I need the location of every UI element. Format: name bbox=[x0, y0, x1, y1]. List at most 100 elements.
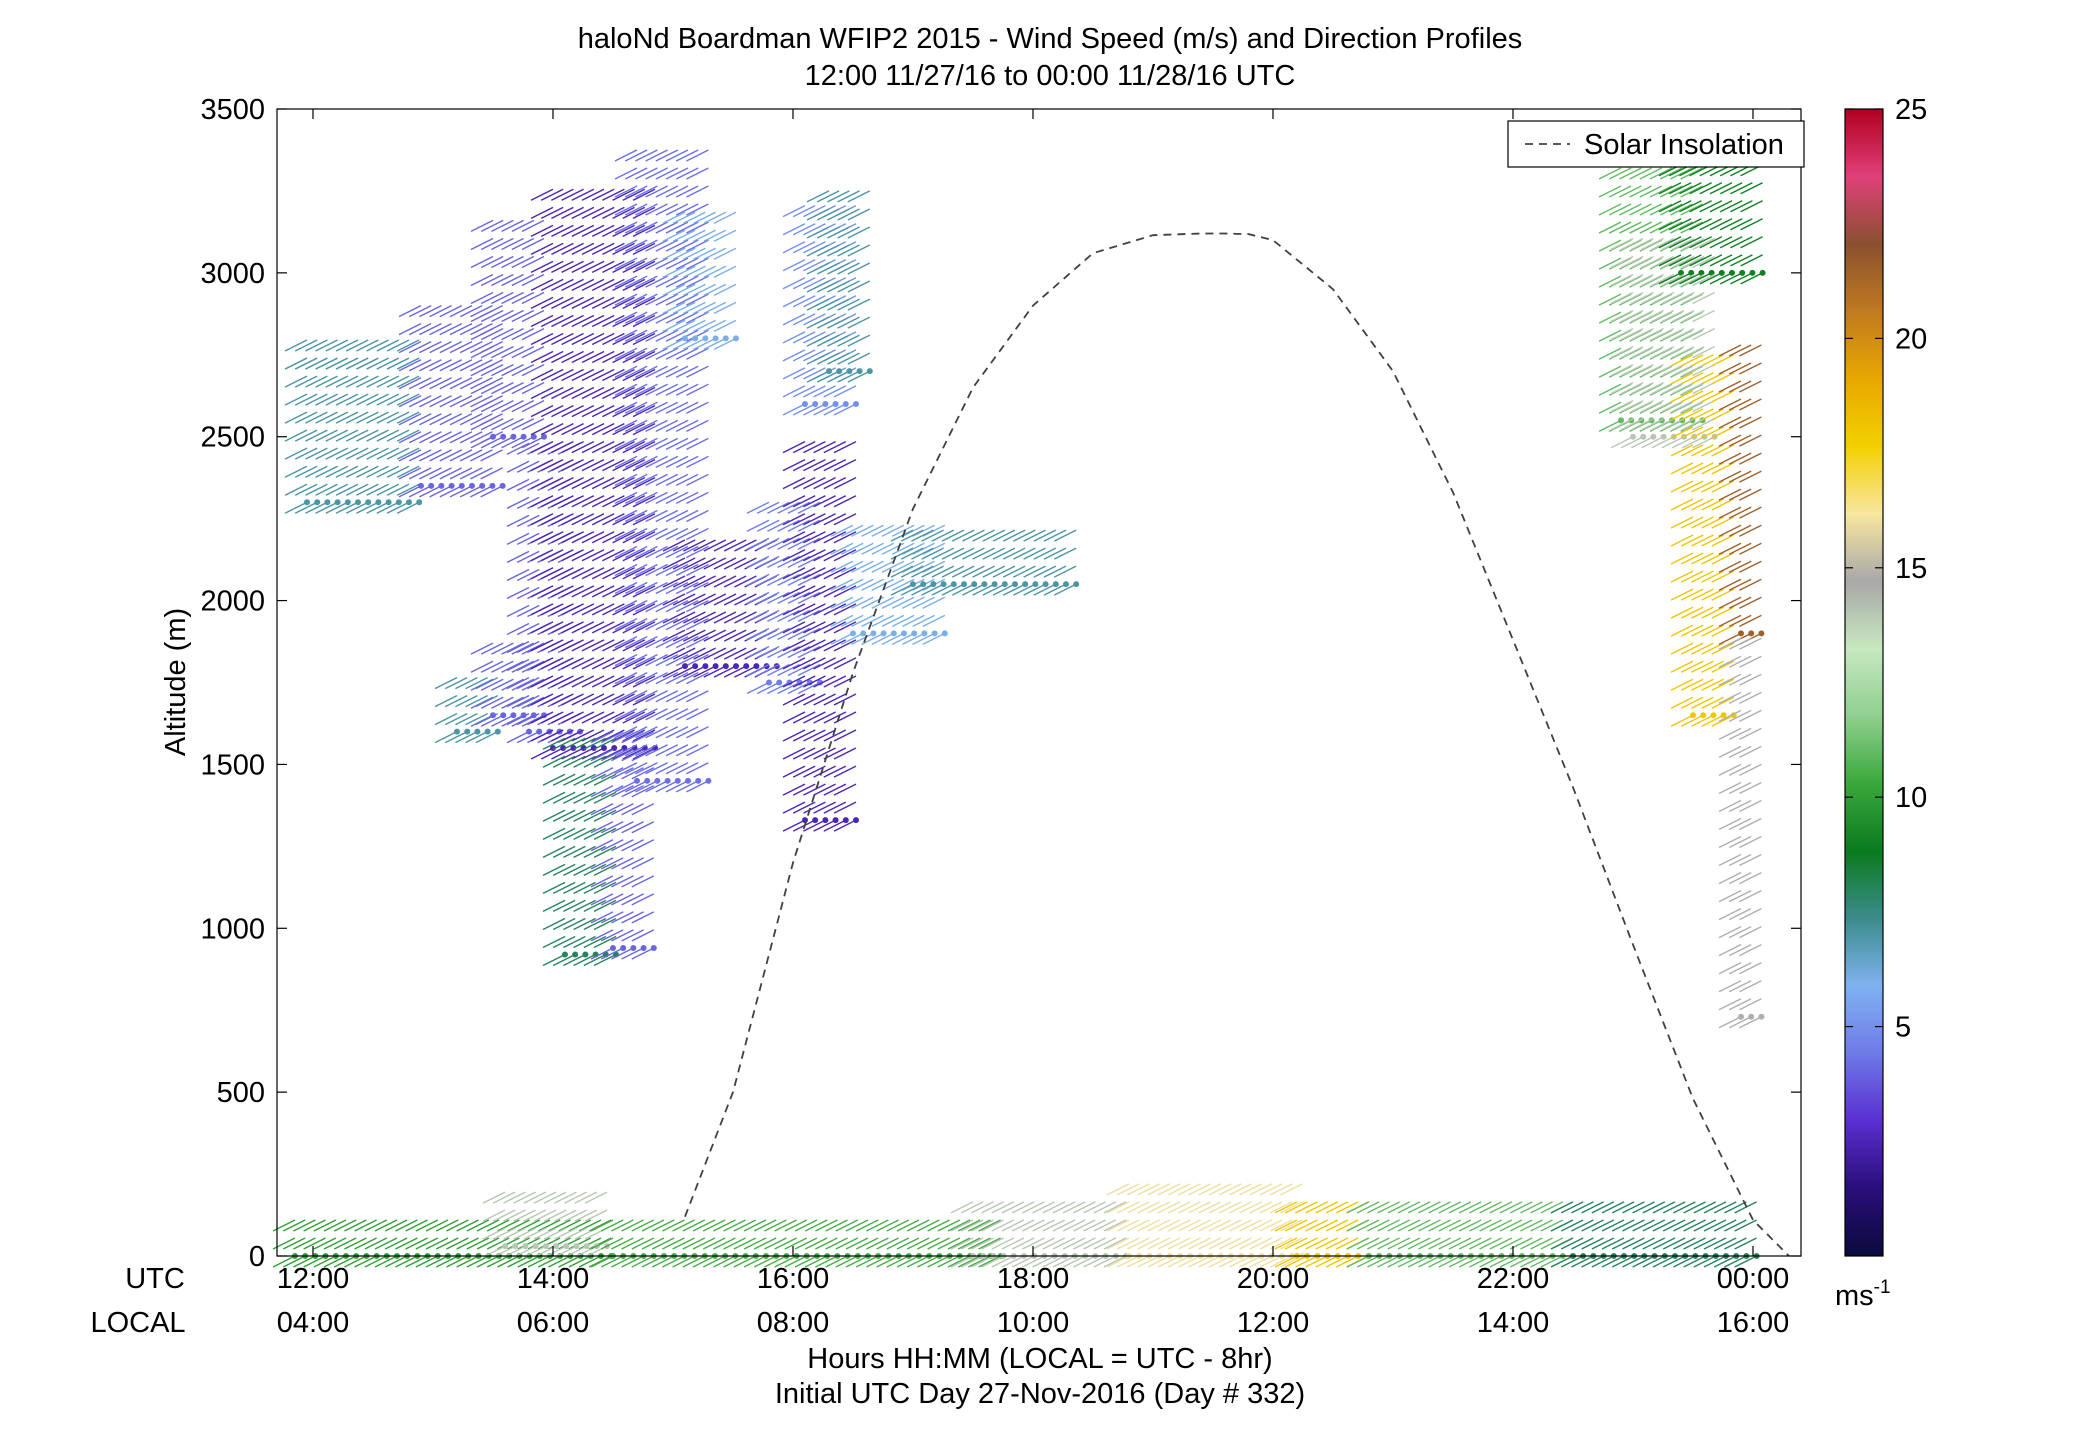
wind-barb bbox=[398, 323, 422, 336]
wind-barb-base-dot bbox=[856, 368, 863, 375]
wind-barb bbox=[470, 395, 493, 408]
wind-cluster bbox=[470, 219, 547, 449]
wind-barb bbox=[497, 1255, 520, 1268]
wind-barb bbox=[806, 352, 830, 365]
wind-barb bbox=[1106, 1219, 1130, 1232]
wind-barb bbox=[703, 593, 727, 606]
wind-barb bbox=[686, 203, 709, 216]
wind-barb bbox=[756, 663, 780, 677]
wind-barb bbox=[511, 436, 535, 449]
wind-barb bbox=[1658, 272, 1682, 285]
wind-barb bbox=[1701, 462, 1724, 475]
wind-barb-base-dot bbox=[901, 630, 907, 637]
x-tick-label-utc: 16:00 bbox=[757, 1263, 830, 1295]
wind-barb bbox=[1670, 462, 1694, 475]
legend-label: Solar Insolation bbox=[1584, 129, 1784, 161]
wind-barb bbox=[655, 383, 679, 396]
wind-barb bbox=[675, 221, 699, 234]
wind-cluster bbox=[1106, 1183, 1306, 1268]
wind-barb bbox=[1106, 1183, 1130, 1196]
wind-barb bbox=[1631, 309, 1654, 323]
wind-barb bbox=[686, 780, 709, 793]
wind-barb bbox=[622, 368, 646, 382]
wind-barb bbox=[542, 863, 566, 877]
wind-barb bbox=[1728, 655, 1752, 668]
wind-barb bbox=[561, 603, 584, 616]
wind-barb bbox=[614, 744, 638, 757]
wind-barb bbox=[1718, 709, 1742, 722]
wind-barb bbox=[665, 509, 689, 523]
wind-barb bbox=[631, 767, 655, 780]
wind-barb bbox=[1023, 529, 1046, 542]
wind-barb bbox=[480, 660, 504, 673]
wind-barb bbox=[886, 1237, 910, 1250]
wind-barb bbox=[683, 629, 706, 642]
wind-barb-base-dot bbox=[950, 581, 957, 588]
wind-barb bbox=[686, 311, 709, 324]
wind-barb-base-dot bbox=[853, 400, 859, 407]
wind-barb bbox=[1157, 1219, 1181, 1232]
wind-barb bbox=[1127, 1255, 1150, 1268]
wind-barb bbox=[1598, 167, 1622, 180]
wind-barb bbox=[1730, 272, 1753, 285]
wind-barb bbox=[931, 565, 955, 578]
wind-barb-base-dot bbox=[499, 482, 506, 489]
wind-barb bbox=[1739, 524, 1762, 537]
wind-barb bbox=[723, 1237, 746, 1250]
wind-barb bbox=[1178, 1183, 1201, 1196]
wind-barb bbox=[325, 447, 349, 460]
wind-barb bbox=[1198, 1255, 1222, 1268]
wind-barb bbox=[896, 1219, 920, 1232]
wind-barb bbox=[540, 206, 564, 219]
wind-barb bbox=[693, 593, 716, 606]
wind-barb bbox=[1274, 1255, 1298, 1268]
wind-barb bbox=[1701, 534, 1724, 547]
wind-barb bbox=[1073, 1255, 1096, 1268]
wind-barb bbox=[675, 726, 699, 739]
wind-barb bbox=[1509, 1237, 1533, 1250]
wind-barb bbox=[1728, 763, 1752, 777]
wind-barb bbox=[1620, 291, 1644, 305]
wind-barb bbox=[1620, 309, 1644, 323]
wind-barb bbox=[621, 1237, 644, 1250]
wind-barb-base-dot bbox=[572, 951, 579, 958]
wind-barb bbox=[305, 429, 328, 442]
wind-barb bbox=[937, 1255, 961, 1268]
wind-barb-base-dot bbox=[991, 581, 998, 588]
wind-barb-base-dot bbox=[590, 745, 597, 752]
wind-barb-base-dot bbox=[722, 663, 729, 670]
wind-barb bbox=[345, 447, 369, 460]
wind-barb bbox=[686, 347, 709, 360]
wind-barb bbox=[583, 935, 607, 949]
wind-barb bbox=[624, 239, 648, 252]
x-axis-ticks: 12:0004:0014:0006:0016:0008:0018:0010:00… bbox=[277, 109, 1789, 1339]
wind-barb bbox=[1691, 534, 1714, 547]
wind-barb bbox=[1053, 547, 1077, 560]
wind-barb bbox=[1703, 1255, 1727, 1268]
wind-barb bbox=[366, 357, 389, 370]
wind-barb bbox=[374, 1219, 398, 1232]
wind-barb bbox=[1610, 309, 1634, 323]
wind-barb bbox=[1116, 1183, 1140, 1196]
wind-barb bbox=[386, 501, 410, 514]
wind-barb bbox=[631, 731, 655, 744]
wind-barb bbox=[1571, 1219, 1594, 1232]
wind-barb bbox=[521, 714, 545, 727]
wind-barb bbox=[622, 657, 646, 670]
wind-barb bbox=[981, 1219, 1004, 1232]
wind-barb bbox=[665, 383, 689, 396]
wind-barb bbox=[583, 881, 607, 895]
wind-barb-base-dot bbox=[454, 728, 460, 735]
wind-barb bbox=[1739, 907, 1762, 921]
wind-barb bbox=[675, 401, 699, 414]
wind-barb bbox=[1718, 962, 1742, 975]
wind-barb bbox=[1387, 1237, 1411, 1250]
wind-barb bbox=[782, 549, 806, 562]
wind-barb bbox=[591, 459, 615, 472]
wind-barb bbox=[911, 547, 934, 560]
wind-barb bbox=[911, 583, 934, 596]
wind-barb bbox=[345, 465, 369, 478]
wind-cluster bbox=[272, 1219, 615, 1268]
wind-barb bbox=[651, 1237, 675, 1250]
wind-barb bbox=[507, 1255, 530, 1268]
